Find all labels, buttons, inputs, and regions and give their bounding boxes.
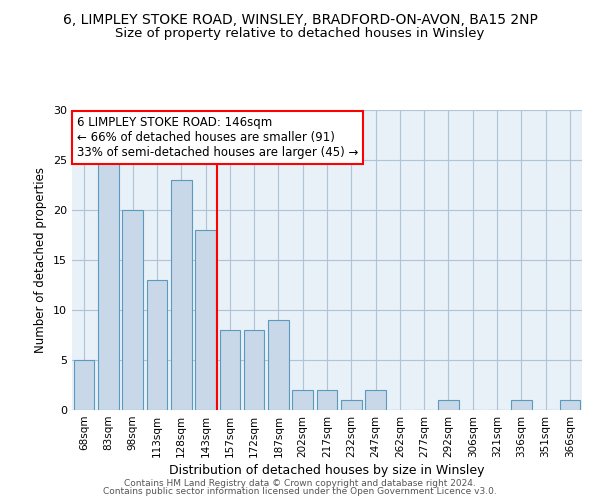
Bar (560, 400, 580, 410)
Bar (365, 390, 386, 410)
Text: 6, LIMPLEY STOKE ROAD, WINSLEY, BRADFORD-ON-AVON, BA15 2NP: 6, LIMPLEY STOKE ROAD, WINSLEY, BRADFORD… (62, 12, 538, 26)
Text: 6 LIMPLEY STOKE ROAD: 146sqm
← 66% of detached houses are smaller (91)
33% of se: 6 LIMPLEY STOKE ROAD: 146sqm ← 66% of de… (77, 116, 358, 159)
Bar (438, 400, 459, 410)
Bar (511, 400, 532, 410)
Bar (317, 390, 337, 410)
Y-axis label: Number of detached properties: Number of detached properties (34, 167, 47, 353)
Bar (268, 320, 289, 410)
Bar (122, 210, 143, 410)
Bar (244, 330, 265, 410)
Text: Size of property relative to detached houses in Winsley: Size of property relative to detached ho… (115, 28, 485, 40)
Text: Contains HM Land Registry data © Crown copyright and database right 2024.: Contains HM Land Registry data © Crown c… (124, 478, 476, 488)
Bar (146, 280, 167, 410)
Text: Contains public sector information licensed under the Open Government Licence v3: Contains public sector information licen… (103, 487, 497, 496)
Bar (98, 160, 119, 410)
Bar (220, 330, 240, 410)
Bar (292, 390, 313, 410)
Bar (74, 360, 94, 410)
Bar (171, 180, 191, 410)
Bar (341, 400, 362, 410)
Bar (195, 230, 216, 410)
X-axis label: Distribution of detached houses by size in Winsley: Distribution of detached houses by size … (169, 464, 485, 477)
